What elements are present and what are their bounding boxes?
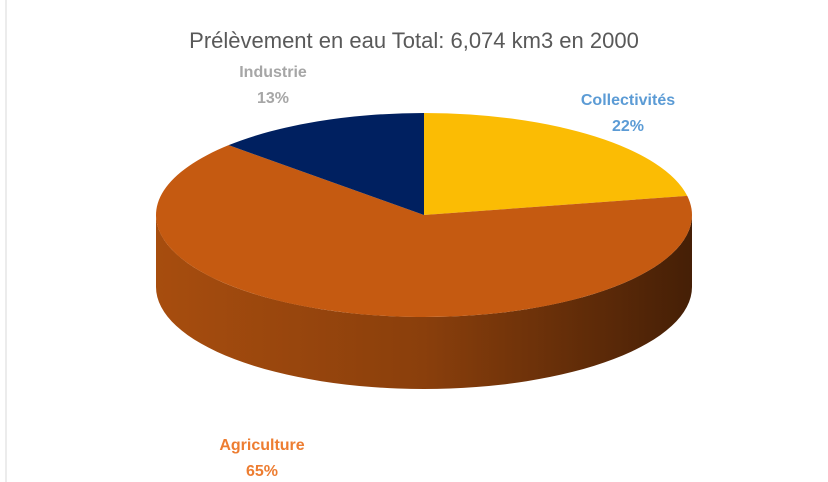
- slice-label: Agriculture: [219, 437, 304, 454]
- slice-label: Industrie: [239, 64, 307, 81]
- slice-top: [228, 113, 424, 215]
- slice-top: [156, 145, 693, 317]
- slice-side: [156, 215, 692, 389]
- slice-top: [424, 113, 688, 215]
- slice-value-label: 13%: [257, 90, 289, 107]
- slice-value-label: 65%: [246, 463, 278, 480]
- chart-title: Prélèvement en eau Total: 6,074 km3 en 2…: [189, 28, 639, 53]
- pie-slice: [228, 113, 424, 215]
- slice-label: Collectivités: [581, 92, 675, 109]
- pie-slice: [156, 145, 693, 389]
- slice-value-label: 22%: [612, 118, 644, 135]
- pie-slice: [424, 113, 688, 215]
